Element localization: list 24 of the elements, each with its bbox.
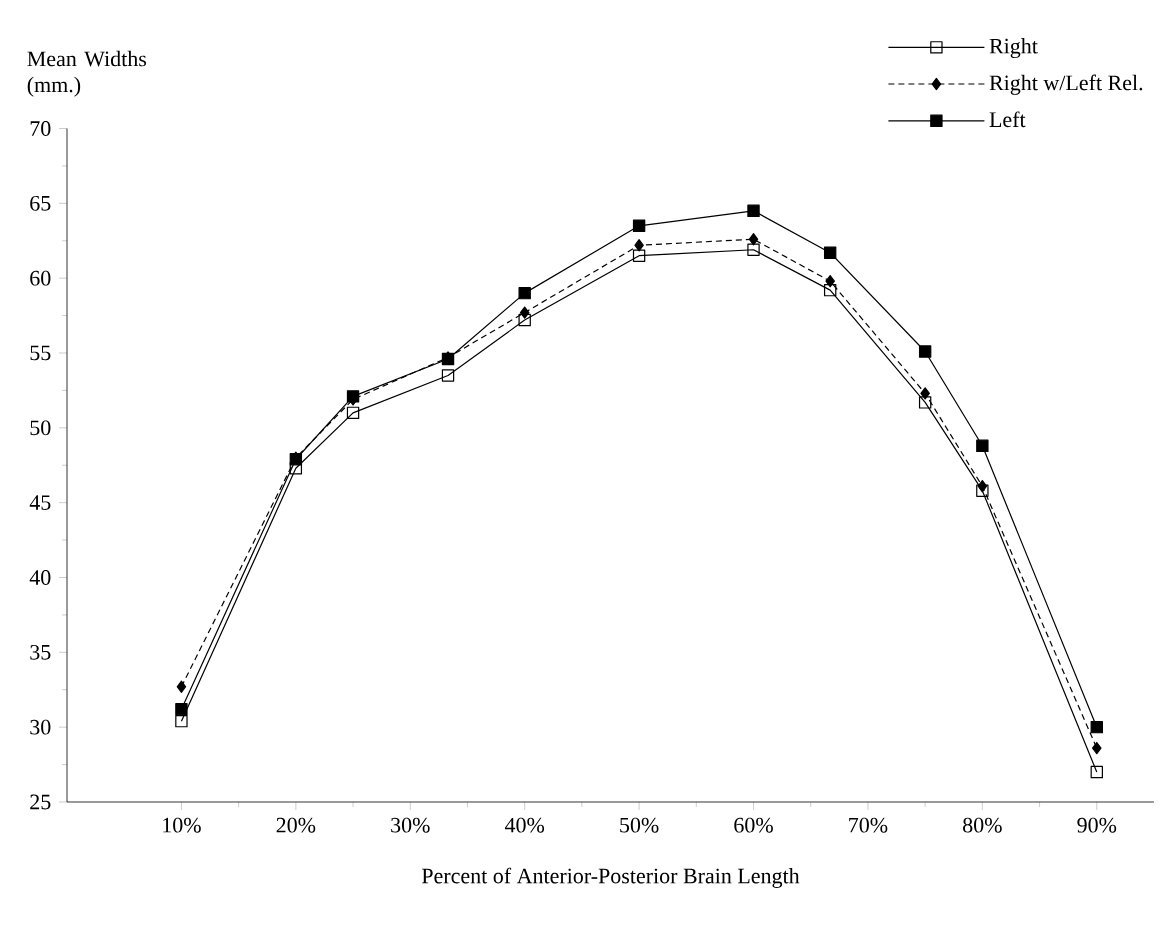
y-tick-label: 45 xyxy=(29,495,51,511)
y-axis-title: Mean Widths (mm.) xyxy=(27,50,147,97)
y-tick-label: 65 xyxy=(30,195,51,211)
x-tick-label: 20% xyxy=(276,817,316,833)
y-tick-label: 35 xyxy=(30,644,51,660)
x-tick-label: 90% xyxy=(1077,817,1117,833)
x-tick-label: 80% xyxy=(963,817,1002,833)
x-tick-label: 60% xyxy=(734,817,773,833)
y-tick-label: 70 xyxy=(30,121,51,136)
y-tick-label: 40 xyxy=(29,570,51,585)
y-tick-label: 50 xyxy=(30,420,51,436)
x-tick-label: 10% xyxy=(163,817,201,833)
x-axis-title: Percent of Anterior-Posterior Brain Length xyxy=(421,867,800,888)
x-tick-label: 70% xyxy=(849,817,888,833)
y-tick-label: 30 xyxy=(30,719,51,735)
y-tick-label: 60 xyxy=(30,270,51,286)
legend-label: Right w/Left Rel. xyxy=(989,74,1143,95)
legend-label: Left xyxy=(989,111,1026,128)
x-tick-label: 50% xyxy=(620,817,659,833)
x-tick-label: 40% xyxy=(504,817,545,833)
y-tick-label: 55 xyxy=(30,345,51,361)
x-tick-label: 30% xyxy=(391,817,430,833)
y-tick-label: 25 xyxy=(30,794,51,810)
legend-label: Right xyxy=(989,38,1038,59)
